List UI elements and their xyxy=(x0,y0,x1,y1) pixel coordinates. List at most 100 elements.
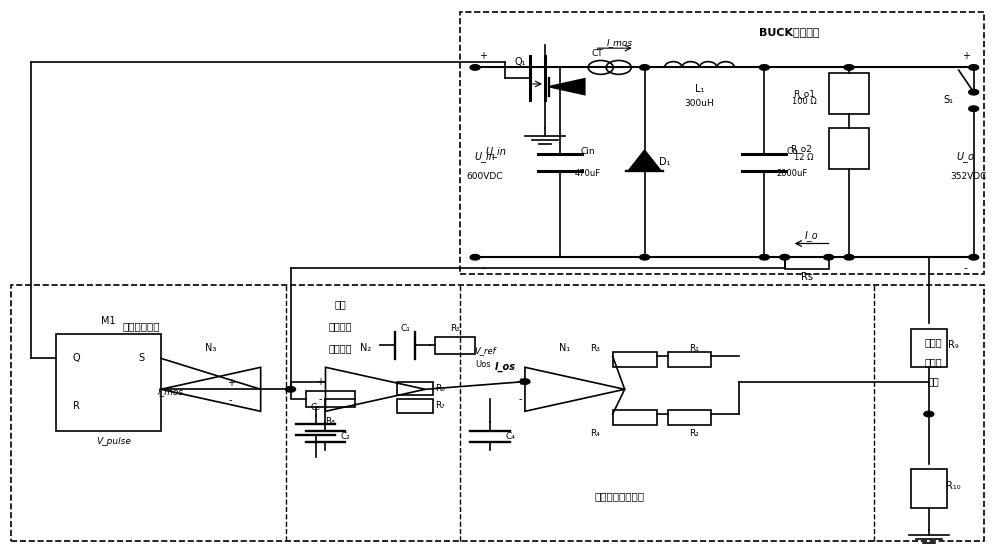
Text: U_o: U_o xyxy=(957,152,975,162)
Text: L₁: L₁ xyxy=(695,85,704,95)
Text: 300uH: 300uH xyxy=(685,98,714,108)
Bar xyxy=(460,12,984,274)
Text: 470uF: 470uF xyxy=(575,169,601,178)
Bar xyxy=(668,410,711,425)
Text: -: - xyxy=(964,263,968,273)
Bar xyxy=(668,352,711,367)
Text: +: + xyxy=(962,51,970,61)
Circle shape xyxy=(286,387,296,392)
Text: Cin: Cin xyxy=(580,147,595,156)
Bar xyxy=(435,337,475,353)
Text: R_o2: R_o2 xyxy=(790,144,812,153)
Text: U_in: U_in xyxy=(485,146,506,157)
Text: C₂: C₂ xyxy=(340,431,350,441)
Circle shape xyxy=(824,254,834,260)
Text: 352VDC: 352VDC xyxy=(951,171,987,181)
Bar xyxy=(829,73,869,114)
Circle shape xyxy=(969,106,979,112)
Text: 100 Ω: 100 Ω xyxy=(792,97,817,106)
Text: R₂: R₂ xyxy=(690,429,699,438)
Text: Co: Co xyxy=(786,147,798,156)
Text: -: - xyxy=(518,394,522,404)
Text: U_in: U_in xyxy=(475,152,495,162)
Text: +: + xyxy=(516,377,524,387)
Text: 电流瞬态: 电流瞬态 xyxy=(329,321,352,331)
Circle shape xyxy=(969,90,979,95)
Circle shape xyxy=(640,65,650,70)
Text: M1: M1 xyxy=(101,316,116,326)
Text: BUCK功率电路: BUCK功率电路 xyxy=(759,27,819,36)
Text: S₁: S₁ xyxy=(944,96,954,106)
Text: R₃: R₃ xyxy=(590,343,600,352)
Text: V_ref: V_ref xyxy=(474,346,496,355)
Text: S: S xyxy=(138,353,144,363)
Text: I_mos: I_mos xyxy=(158,388,184,397)
Text: 电路: 电路 xyxy=(928,376,940,386)
Text: Q: Q xyxy=(72,353,80,363)
Text: N₃: N₃ xyxy=(205,343,216,353)
Bar xyxy=(829,128,869,169)
Text: R₆: R₆ xyxy=(435,384,445,393)
Bar xyxy=(397,382,433,395)
Text: 输出: 输出 xyxy=(335,299,346,309)
Text: -: - xyxy=(229,395,232,405)
Text: R₄: R₄ xyxy=(590,429,600,438)
Text: R: R xyxy=(73,401,80,411)
Text: R_o1: R_o1 xyxy=(793,89,815,98)
Circle shape xyxy=(969,254,979,260)
Bar xyxy=(613,410,657,425)
Text: R₈: R₈ xyxy=(326,417,335,426)
Bar xyxy=(785,257,829,269)
Bar xyxy=(911,329,947,367)
Bar xyxy=(11,285,984,541)
Bar xyxy=(397,399,433,413)
Circle shape xyxy=(759,254,769,260)
Text: 补偿电路: 补偿电路 xyxy=(329,343,352,353)
Text: V_pulse: V_pulse xyxy=(96,437,131,446)
Text: R₁: R₁ xyxy=(690,343,699,352)
Text: CT: CT xyxy=(592,49,604,58)
Text: C₁: C₁ xyxy=(400,324,410,333)
Circle shape xyxy=(844,254,854,260)
Bar xyxy=(613,352,657,367)
Text: R₇: R₇ xyxy=(435,401,445,410)
Text: +: + xyxy=(316,377,324,387)
Circle shape xyxy=(520,379,530,384)
Text: I_mos: I_mos xyxy=(607,38,633,47)
Circle shape xyxy=(640,254,650,260)
Text: 600VDC: 600VDC xyxy=(467,171,503,181)
Text: R₅: R₅ xyxy=(450,324,460,333)
Text: 2000uF: 2000uF xyxy=(777,169,808,178)
Text: Rs: Rs xyxy=(801,272,813,281)
Bar xyxy=(911,469,947,508)
Text: 输出电流采样电路: 输出电流采样电路 xyxy=(595,492,645,502)
Text: Q₁: Q₁ xyxy=(514,57,526,67)
Circle shape xyxy=(844,65,854,70)
Circle shape xyxy=(780,254,790,260)
Text: C₄: C₄ xyxy=(505,431,515,441)
Circle shape xyxy=(969,65,979,70)
Polygon shape xyxy=(549,79,585,95)
Text: R₉: R₉ xyxy=(948,340,959,350)
Bar xyxy=(56,334,161,431)
Circle shape xyxy=(759,65,769,70)
Polygon shape xyxy=(628,150,661,171)
Text: 输出电: 输出电 xyxy=(925,337,943,347)
Text: N₁: N₁ xyxy=(559,343,570,353)
Text: N₂: N₂ xyxy=(360,343,371,353)
Text: R₁₀: R₁₀ xyxy=(946,481,961,491)
Text: -: - xyxy=(319,394,322,404)
Text: 闭环发波电路: 闭环发波电路 xyxy=(122,321,160,331)
Text: +: + xyxy=(227,378,235,388)
Text: I_o: I_o xyxy=(805,230,819,241)
Text: +: + xyxy=(479,51,487,61)
Text: Uos: Uos xyxy=(475,360,491,369)
Circle shape xyxy=(470,65,480,70)
Bar xyxy=(306,391,355,408)
Text: -: - xyxy=(481,263,485,273)
Circle shape xyxy=(924,411,934,417)
Circle shape xyxy=(470,254,480,260)
Text: 12 Ω: 12 Ω xyxy=(794,153,814,161)
Text: I_os: I_os xyxy=(494,362,515,372)
Text: C₃: C₃ xyxy=(311,403,320,412)
